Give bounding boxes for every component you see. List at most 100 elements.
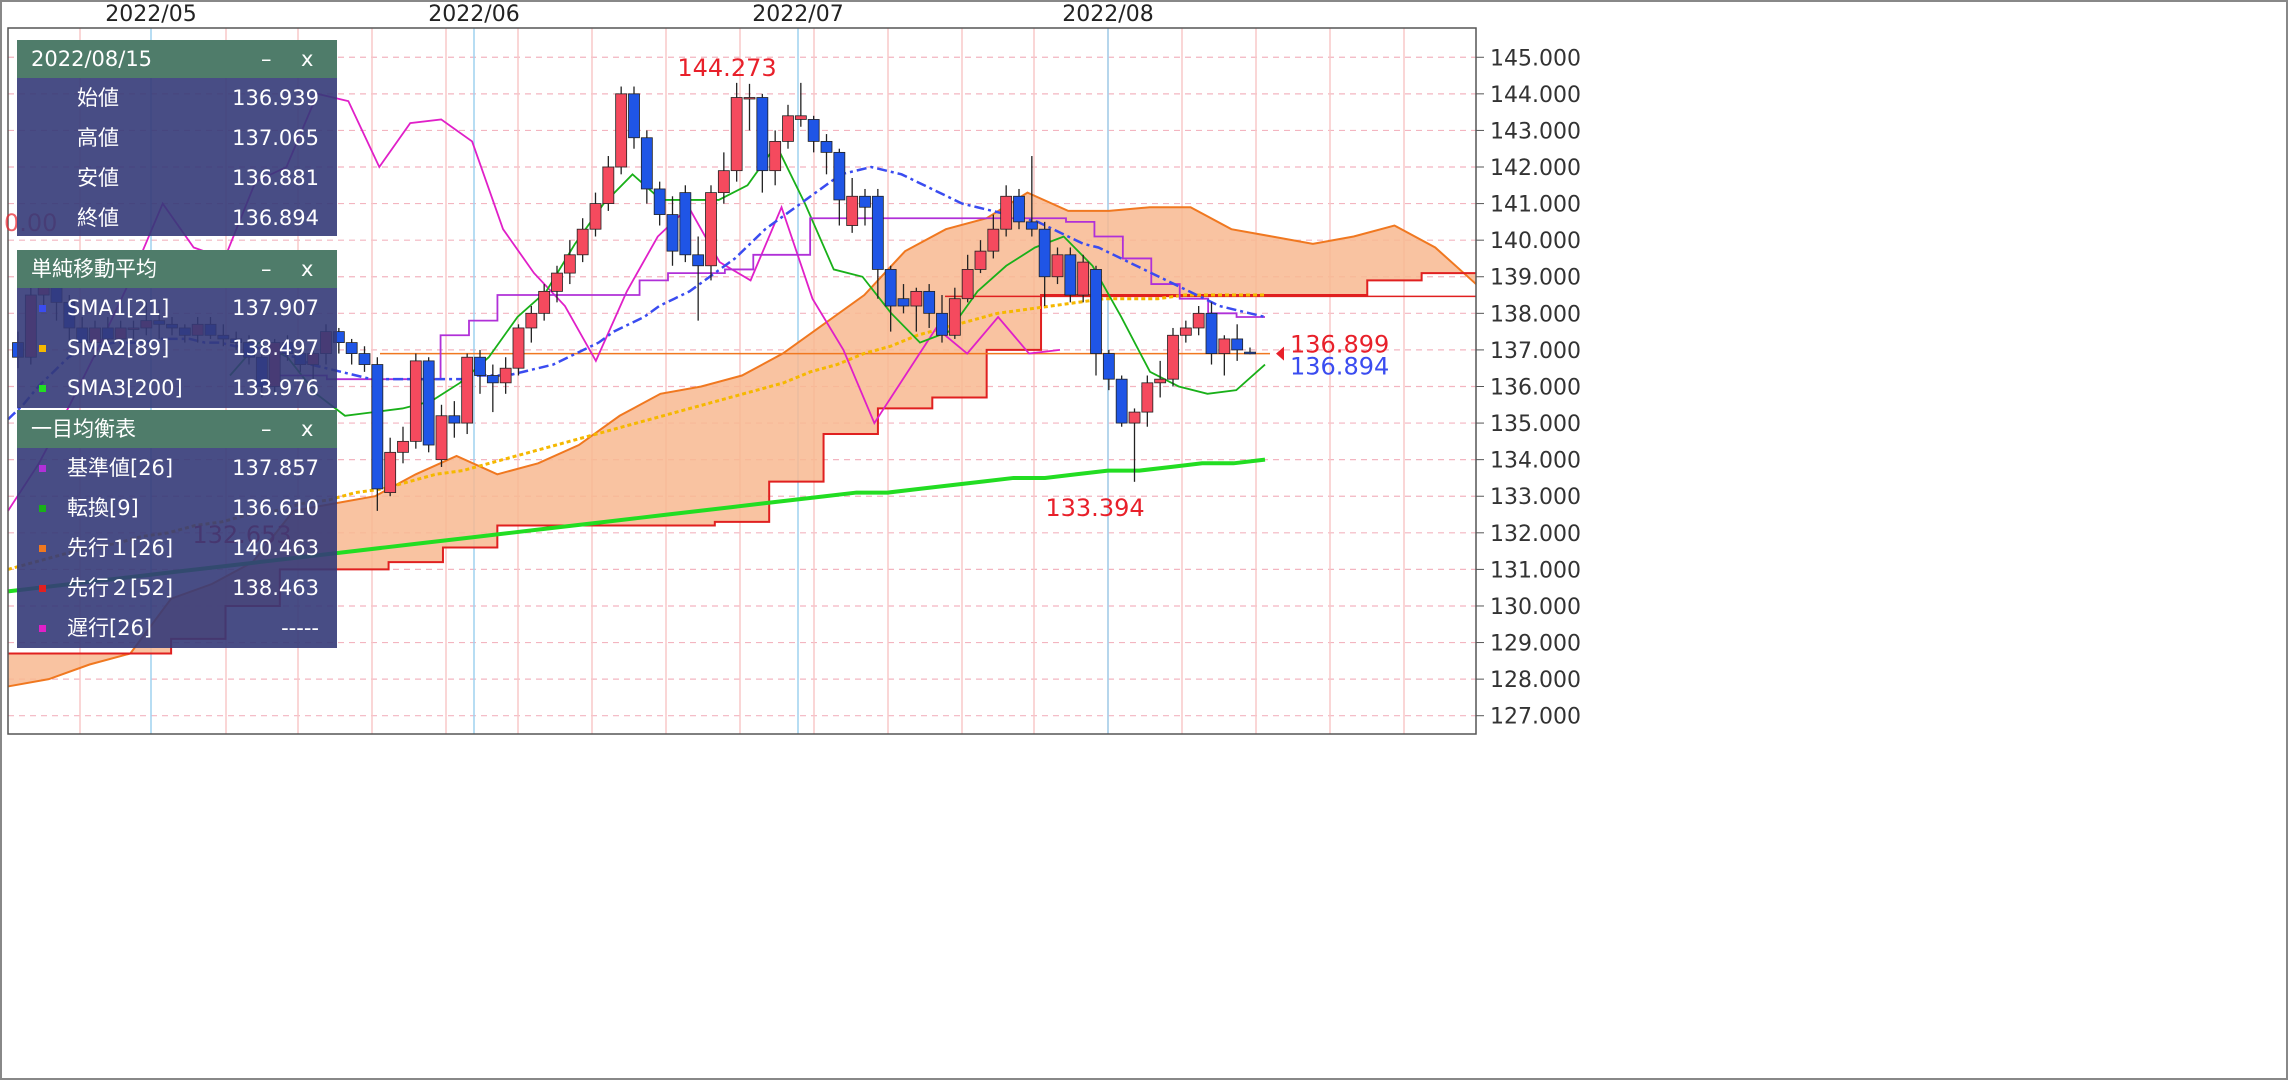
up-candle	[717, 170, 730, 194]
up-candle	[576, 228, 589, 256]
sma-value: 137.907	[232, 296, 319, 320]
y-tick-label: 140.000	[1490, 229, 1581, 254]
y-tick-label: 135.000	[1490, 412, 1581, 437]
x-tick-label: 2022/07	[752, 2, 843, 27]
down-candle	[1025, 221, 1038, 230]
y-tick-label: 128.000	[1490, 668, 1581, 693]
down-candle	[897, 298, 910, 307]
y-tick-label: 137.000	[1490, 339, 1581, 364]
up-candle	[794, 115, 807, 120]
y-tick-label: 142.000	[1490, 156, 1581, 181]
ichimoku-label: 先行２[52]	[67, 576, 174, 600]
minimize-icon[interactable]: –	[261, 417, 272, 441]
indicator-panel: 2022/08/15 – x 始値 136.939 高値 137.065 安値 …	[17, 40, 337, 650]
kijun-swatch	[39, 465, 46, 472]
sma-body: SMA1[21] 137.907 SMA2[89] 138.497 SMA3[2…	[17, 288, 337, 408]
y-tick-label: 141.000	[1490, 193, 1581, 218]
sma-header[interactable]: 単純移動平均 – x	[17, 250, 337, 288]
up-candle	[397, 440, 409, 453]
sma2-swatch	[39, 345, 46, 352]
down-candle	[640, 137, 653, 190]
ohlc-label: 終値	[77, 206, 119, 230]
sma1-swatch	[39, 305, 46, 312]
minimize-icon[interactable]: –	[261, 257, 272, 281]
down-candle	[1115, 378, 1128, 424]
up-candle	[948, 298, 961, 336]
sma1-row: SMA1[21] 137.907	[17, 288, 337, 328]
ichimoku-label: 先行１[26]	[67, 536, 174, 560]
ohlc-header[interactable]: 2022/08/15 – x	[17, 40, 337, 78]
down-candle	[679, 192, 692, 256]
down-candle	[628, 93, 640, 139]
kijun-row: 基準値[26] 137.857	[17, 448, 337, 488]
up-candle	[1051, 254, 1064, 278]
up-candle	[910, 290, 923, 307]
up-candle	[615, 93, 628, 168]
down-candle	[936, 312, 948, 336]
down-candle	[1244, 351, 1256, 355]
down-candle	[833, 151, 846, 201]
ohlc-label: 始値	[77, 86, 119, 110]
up-candle	[1077, 261, 1090, 296]
up-candle	[705, 192, 717, 267]
close-icon[interactable]: x	[301, 257, 314, 281]
up-candle	[409, 360, 422, 442]
down-candle	[345, 342, 358, 354]
minimize-icon[interactable]: –	[261, 47, 272, 71]
up-candle	[961, 269, 974, 300]
up-candle	[730, 97, 743, 172]
sma3-row: SMA3[200] 133.976	[17, 368, 337, 408]
down-candle	[859, 195, 871, 208]
senkou1-swatch	[39, 545, 46, 552]
up-candle	[589, 203, 602, 230]
down-candle	[1038, 228, 1051, 278]
x-tick-label: 2022/06	[428, 2, 519, 27]
up-candle	[525, 312, 538, 329]
close-icon[interactable]: x	[301, 47, 314, 71]
close-icon[interactable]: x	[301, 417, 314, 441]
ichimoku-value: -----	[281, 616, 319, 640]
ichimoku-value: 137.857	[232, 456, 319, 480]
sma2-row: SMA2[89] 138.497	[17, 328, 337, 368]
sma-value: 138.497	[232, 336, 319, 360]
down-candle	[692, 254, 705, 267]
基準値26-line	[270, 217, 1265, 381]
up-candle	[1000, 195, 1013, 230]
senkou2-swatch	[39, 585, 46, 592]
up-candle	[538, 290, 551, 314]
high-label: 144.273	[677, 54, 776, 82]
down-candle	[1064, 254, 1077, 296]
down-candle	[1102, 353, 1115, 380]
ohlc-value: 136.881	[232, 166, 319, 190]
y-tick-label: 145.000	[1490, 46, 1581, 71]
up-candle	[602, 166, 615, 204]
down-candle	[448, 415, 461, 424]
y-tick-label: 130.000	[1490, 595, 1581, 620]
ichimoku-value: 136.610	[232, 496, 319, 520]
ichimoku-value: 138.463	[232, 576, 319, 600]
up-candle	[563, 254, 576, 274]
up-candle	[846, 195, 859, 226]
up-candle	[743, 97, 756, 100]
down-candle	[486, 375, 499, 384]
y-tick-label: 131.000	[1490, 558, 1581, 583]
sma-label: SMA1[21]	[67, 296, 170, 320]
down-candle	[474, 356, 486, 376]
y-tick-label: 139.000	[1490, 266, 1581, 291]
down-candle	[422, 360, 435, 446]
ichimoku-header[interactable]: 一目均衡表 – x	[17, 410, 337, 448]
up-candle	[384, 451, 397, 493]
sma-value: 133.976	[232, 376, 319, 400]
down-candle	[884, 269, 897, 307]
down-candle	[923, 290, 936, 314]
tenkan-swatch	[39, 505, 46, 512]
senkou2-row: 先行２[52] 138.463	[17, 568, 337, 608]
up-candle	[1141, 382, 1154, 413]
ichimoku-label: 遅行[26]	[67, 616, 153, 640]
down-candle	[1231, 338, 1244, 351]
down-candle	[1205, 312, 1218, 354]
chikou-row: 遅行[26] -----	[17, 608, 337, 648]
